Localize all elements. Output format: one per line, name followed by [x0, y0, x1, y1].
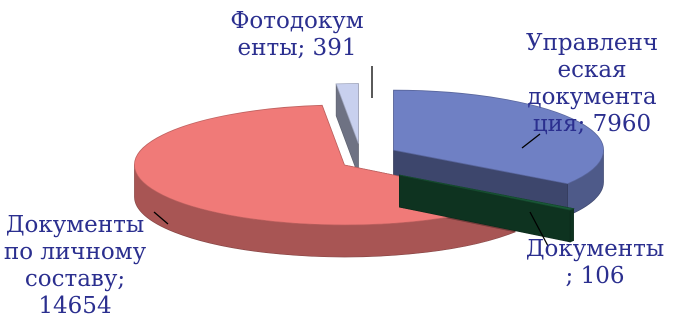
data-label-management-docs: Управленч еская документа ция; 7960 [525, 30, 659, 137]
pie-slice-1 [399, 174, 575, 243]
leader-line-1 [521, 133, 541, 149]
leader-line-3 [153, 211, 169, 225]
leader-line-2 [529, 211, 549, 247]
data-label-docs: Документы ; 106 [525, 236, 665, 289]
data-label-photo-docs: Фотодокум енты; 391 [230, 8, 364, 61]
data-label-personnel-docs: Документы по личному составу; 14654 [3, 212, 147, 319]
pie-slice-3 [335, 83, 359, 176]
